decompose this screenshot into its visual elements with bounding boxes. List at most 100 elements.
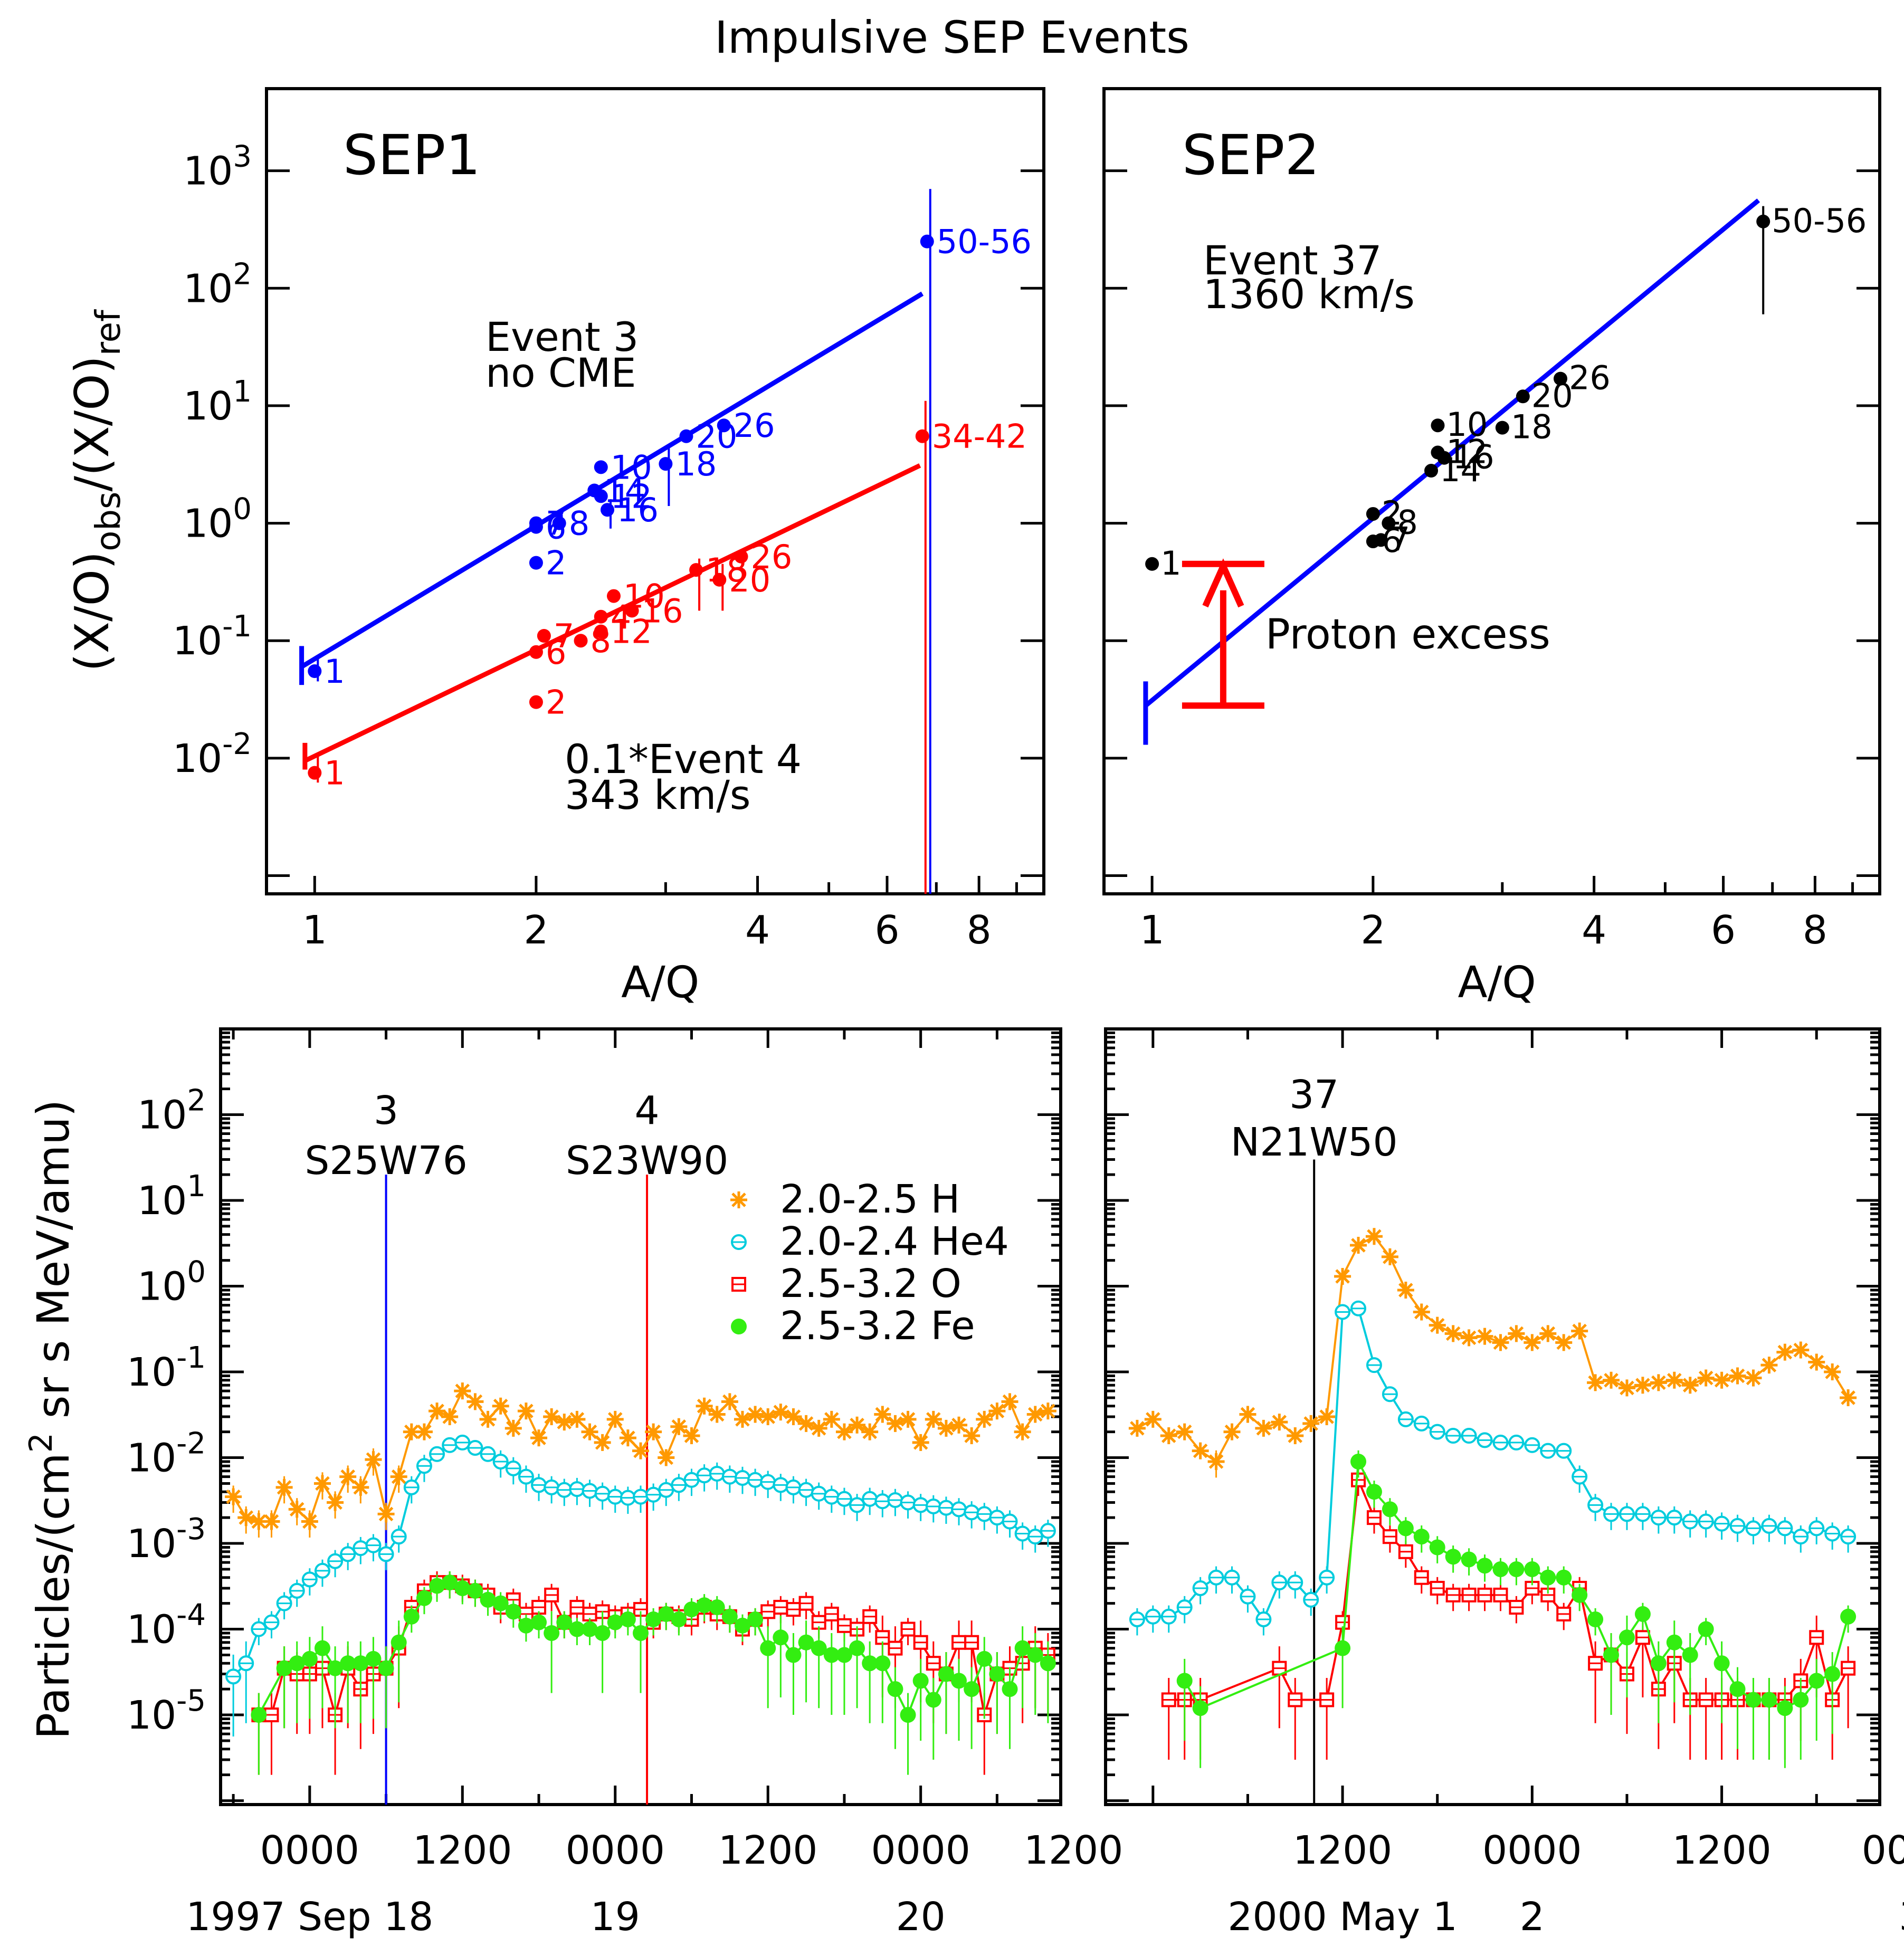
data-point	[537, 628, 551, 643]
y-tick-label: 100	[137, 1255, 206, 1310]
point-label: 18	[675, 445, 717, 483]
marker-circle-filled	[1603, 1647, 1620, 1663]
y-tick-label: 10-1	[173, 609, 252, 664]
marker-circle-filled	[1508, 1561, 1525, 1577]
marker-circle-filled	[391, 1634, 407, 1650]
marker-circle-filled	[976, 1650, 993, 1667]
marker-circle-filled	[874, 1655, 891, 1672]
marker-circle-filled	[327, 1660, 344, 1676]
point-label: 50-56	[937, 223, 1032, 261]
x-tick-label: 6	[1711, 908, 1736, 953]
marker-circle-filled	[1492, 1561, 1509, 1577]
marker-asterisk	[696, 1397, 713, 1415]
x-tick-label: 1	[1140, 908, 1165, 953]
marker-asterisk	[1039, 1402, 1056, 1420]
marker-asterisk	[721, 1393, 738, 1410]
marker-circle-filled	[1650, 1655, 1667, 1672]
marker-asterisk	[874, 1406, 891, 1423]
data-point	[1437, 451, 1451, 465]
marker-asterisk	[441, 1408, 459, 1425]
marker-circle-filled	[747, 1611, 764, 1628]
marker-circle-filled	[1793, 1692, 1809, 1708]
marker-asterisk	[594, 1434, 611, 1451]
plot-frame	[1104, 1027, 1881, 1806]
x-tick-label: 4	[745, 908, 770, 953]
marker-circle-filled	[1335, 1640, 1351, 1656]
marker-asterisk	[925, 1410, 942, 1428]
marker-asterisk	[288, 1501, 306, 1518]
series-2-5-3-2-fe	[251, 1571, 1056, 1775]
point-label: 20	[729, 561, 770, 599]
point-label: 7	[554, 617, 574, 655]
x-tick-label: 2	[523, 908, 548, 953]
y-tick-label-exponent: 1	[187, 1169, 206, 1204]
x-tick-label: 1200	[1293, 1828, 1392, 1873]
data-point	[712, 573, 727, 587]
marker-asterisk	[1634, 1377, 1651, 1394]
series-2-0-2-5-h	[225, 1382, 1056, 1538]
marker-asterisk	[517, 1402, 535, 1420]
marker-circle-filled	[1556, 1569, 1572, 1586]
y-axis-label: (X/O)obs/(X/O)ref	[65, 309, 128, 672]
marker-asterisk	[899, 1410, 917, 1428]
marker-asterisk	[479, 1410, 497, 1428]
marker-asterisk	[504, 1419, 522, 1437]
marker-asterisk	[1014, 1423, 1031, 1440]
marker-asterisk	[1144, 1410, 1162, 1428]
marker-circle-filled	[378, 1660, 394, 1676]
x-tick-label: 1200	[1024, 1828, 1123, 1873]
marker-circle-filled	[620, 1611, 636, 1628]
event-number: 3	[374, 1088, 398, 1133]
data-point	[552, 516, 566, 530]
data-point	[689, 563, 703, 577]
y-tick-label-exponent: 0	[233, 492, 252, 527]
point-label: 4	[611, 598, 631, 636]
marker-asterisk	[1713, 1371, 1730, 1389]
point-label: 20	[696, 417, 737, 456]
point-label: 10	[1446, 405, 1488, 444]
data-point	[659, 457, 673, 471]
point-label: 16	[1453, 438, 1494, 476]
data-point	[601, 503, 615, 517]
y-tick-label-base: 10	[127, 1693, 176, 1738]
point-label: 26	[750, 538, 792, 576]
point-label: 20	[1531, 376, 1573, 415]
marker-circle-filled	[1176, 1673, 1193, 1689]
y-tick-label: 10-2	[127, 1427, 206, 1481]
marker-circle-filled	[1429, 1539, 1445, 1556]
marker-circle-filled	[951, 1673, 967, 1689]
marker-asterisk	[1160, 1427, 1177, 1445]
data-point	[529, 695, 543, 709]
marker-circle-filled	[1027, 1647, 1043, 1663]
marker-asterisk	[1745, 1369, 1762, 1387]
event-number: 4	[635, 1088, 660, 1133]
marker-circle-filled	[1634, 1606, 1651, 1622]
marker-asterisk	[759, 1408, 777, 1425]
data-point	[1366, 507, 1380, 521]
y-tick-label: 102	[137, 1084, 206, 1138]
marker-circle-filled	[1461, 1551, 1477, 1568]
marker-asterisk	[352, 1478, 369, 1496]
marker-asterisk	[327, 1494, 344, 1511]
marker-asterisk	[1618, 1379, 1635, 1397]
marker-circle-filled	[671, 1611, 687, 1628]
marker-circle-filled	[353, 1655, 369, 1672]
event-annotation-line: 1360 km/s	[1203, 271, 1415, 318]
y-tick-label-base: 10	[127, 1521, 176, 1567]
marker-asterisk	[861, 1423, 879, 1440]
marker-circle-filled	[912, 1673, 929, 1689]
marker-circle-filled	[964, 1681, 980, 1697]
series-2-0-2-4-he4	[225, 1434, 1056, 1736]
marker-circle-filled	[531, 1614, 547, 1630]
marker-asterisk	[1318, 1408, 1336, 1425]
series-annotation: Event 3 no CME	[485, 313, 639, 396]
marker-circle-filled	[683, 1601, 700, 1618]
marker-asterisk	[403, 1423, 420, 1440]
y-tick-label-base: 10	[183, 266, 233, 311]
data-point	[1424, 464, 1439, 478]
marker-circle-filled	[556, 1614, 573, 1630]
y-axis-label-subscript: ref	[89, 309, 128, 356]
